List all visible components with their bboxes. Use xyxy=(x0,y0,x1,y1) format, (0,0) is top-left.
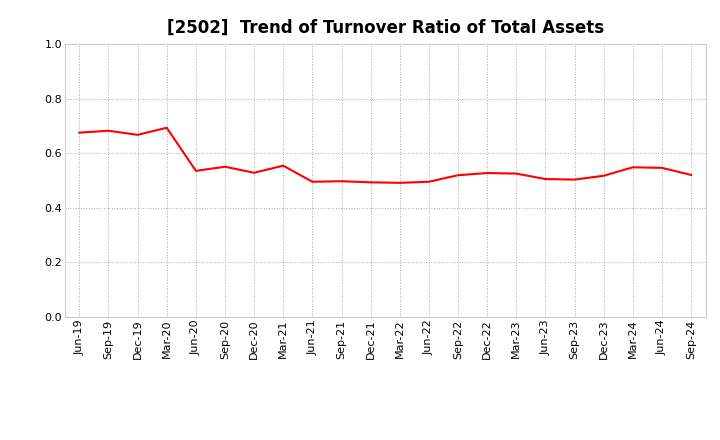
Title: [2502]  Trend of Turnover Ratio of Total Assets: [2502] Trend of Turnover Ratio of Total … xyxy=(166,19,604,37)
